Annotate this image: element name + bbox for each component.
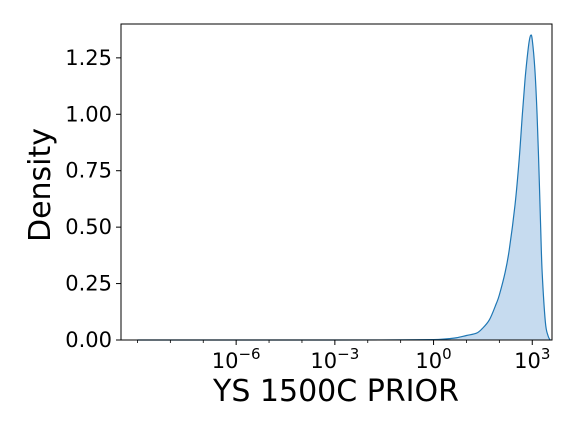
x-tick-label: 100 [415,345,451,373]
y-tick-label: 0.50 [65,215,112,239]
x-axis-ticks: 10−6 10−3 100 103 [137,340,550,373]
x-tick-label: 10−3 [310,345,359,373]
density-area-fill [137,35,551,340]
y-tick-label: 0.25 [65,272,112,296]
plot-frame [120,23,553,341]
x-tick-label: 103 [514,345,550,373]
y-tick-label: 0.75 [65,159,112,183]
y-tick-label: 0.00 [65,328,112,352]
density-curve-line [137,34,551,341]
plot-area [137,34,551,341]
x-axis-title: YS 1500C PRIOR [212,374,459,409]
x-tick-label: 10−6 [212,345,261,373]
y-tick-label: 1.25 [65,46,112,70]
y-axis-title: Density [23,128,58,242]
y-tick-label: 1.00 [65,102,112,126]
y-axis-ticks: 0.00 0.25 0.50 0.75 1.00 1.25 [65,46,121,352]
